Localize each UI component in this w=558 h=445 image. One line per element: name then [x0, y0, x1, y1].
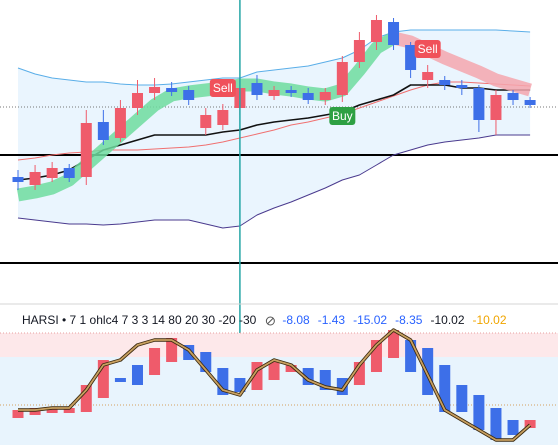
line-lower — [17, 134, 531, 229]
candle-body — [388, 330, 400, 358]
candle-body — [97, 122, 109, 140]
candle-body — [456, 385, 468, 412]
candle-body — [439, 80, 451, 85]
candle-body — [80, 123, 92, 177]
candle-body — [524, 420, 536, 428]
candle-body — [268, 362, 280, 380]
signal-badge — [209, 79, 236, 97]
candle-body — [200, 352, 212, 372]
signal-label: Sell — [213, 81, 233, 95]
signal-label: Sell — [418, 42, 438, 56]
candle-body — [97, 360, 109, 398]
candle-body — [114, 378, 126, 382]
candle-body — [422, 72, 434, 80]
candle-body — [353, 362, 365, 385]
visibility-icon — [265, 316, 275, 326]
line-ha-line — [18, 329, 531, 441]
candle-body — [490, 408, 502, 440]
legend-value: -10.02 — [430, 313, 464, 327]
legend-title: HARSI • 7 1 ohlc4 7 3 3 14 80 20 30 -20 … — [22, 313, 257, 327]
candle-body — [439, 365, 451, 412]
candle-body — [405, 340, 417, 372]
indicator-pane — [0, 328, 558, 445]
candle-body — [490, 95, 502, 120]
legend-value: -8.08 — [282, 313, 310, 327]
legend-value: -15.02 — [353, 313, 387, 327]
candle-body — [12, 177, 24, 182]
candle-body — [370, 20, 382, 42]
candle-body — [46, 408, 58, 413]
candle-body — [166, 338, 178, 362]
legend-value: -8.35 — [395, 313, 423, 327]
band-fill — [18, 30, 531, 228]
signal-label: Buy — [332, 109, 353, 123]
candle-body — [183, 90, 195, 100]
candle-body — [507, 93, 519, 100]
candle-body — [166, 88, 178, 92]
candle-body — [63, 168, 75, 178]
candle-body — [507, 420, 519, 435]
candle-body — [251, 362, 263, 390]
candle-body — [131, 93, 143, 108]
candle-body — [131, 365, 143, 385]
candle-body — [370, 340, 382, 372]
candle-body — [217, 110, 229, 125]
visibility-icon-slash — [267, 317, 274, 325]
candle-body — [46, 168, 58, 178]
candle-body — [524, 100, 536, 105]
candle-body — [12, 410, 24, 418]
candle-body — [234, 378, 246, 392]
candle-body — [80, 385, 92, 412]
legend-value: -10.02 — [473, 313, 507, 327]
line-cloud-up — [16, 32, 397, 202]
candle-body — [319, 370, 331, 390]
line-upper — [17, 29, 531, 86]
candle-body — [200, 115, 212, 128]
candle-body — [114, 108, 126, 138]
candle-body — [285, 365, 297, 372]
candle-body — [473, 88, 485, 120]
candle-body — [473, 395, 485, 430]
candle-body — [285, 90, 297, 93]
signal-badge — [329, 107, 356, 125]
candle-body — [353, 40, 365, 62]
indicator-legend: HARSI • 7 1 ohlc4 7 3 3 14 80 20 30 -20 … — [22, 313, 507, 327]
signal-badge — [414, 40, 441, 58]
candle-body — [268, 90, 280, 96]
candle-body — [217, 368, 229, 395]
candle-body — [388, 22, 400, 45]
legend-value: -1.43 — [318, 313, 346, 327]
candle-body — [149, 348, 161, 375]
candle-body — [336, 62, 348, 95]
candle-body — [456, 85, 468, 88]
candle-body — [405, 45, 417, 70]
candle-body — [319, 92, 331, 100]
candle-body — [251, 83, 263, 95]
candle-body — [29, 172, 41, 185]
candle-body — [63, 408, 75, 413]
candle-body — [149, 87, 161, 93]
candle-body — [302, 93, 314, 100]
overbought-zone — [0, 333, 558, 357]
candle-body — [302, 368, 314, 385]
candle-body — [336, 378, 348, 395]
